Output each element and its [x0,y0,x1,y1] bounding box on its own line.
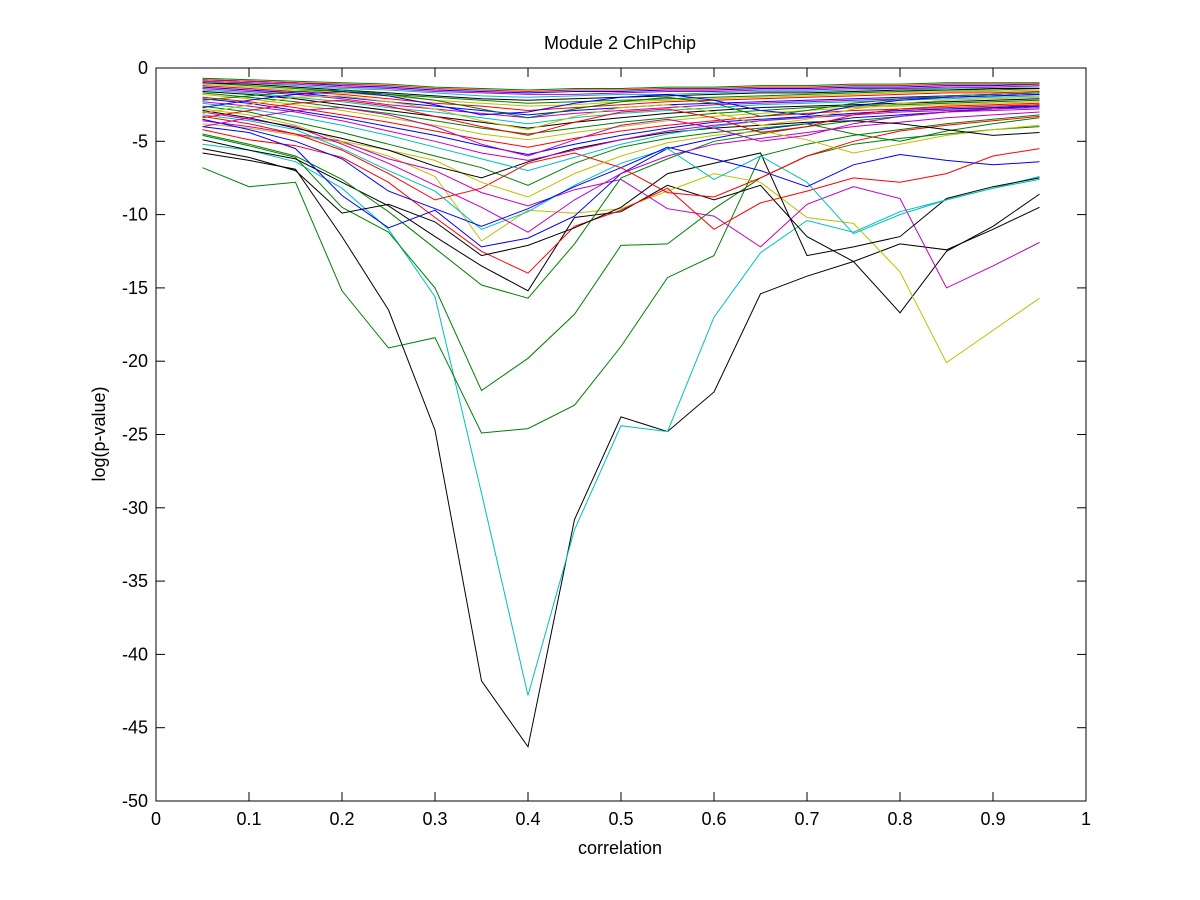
series-line-4 [202,126,1040,392]
series-line-20 [202,101,1040,161]
series-line-39 [202,90,1040,116]
x-tick-label: 0.2 [329,809,354,829]
series-line-1 [202,152,1040,749]
axis-ticks: 0 0.1 0.2 0.3 0.4 0.5 0.6 0.7 0.8 0.9 1 0 -5 -10 -15 -2… [122,58,1091,829]
series-line-21 [202,98,1040,156]
series-line-42 [202,107,1040,157]
series-line-40 [202,99,1040,136]
series-line-34 [202,80,1040,95]
series-line-2 [202,143,1040,696]
series-line-36 [202,79,1040,93]
x-tick-label: 0.6 [701,809,726,829]
series-line-29 [202,85,1040,112]
series-line-35 [202,79,1040,94]
x-axis-label: correlation [578,838,662,858]
series-line-6 [202,123,1040,364]
series-line-23 [202,93,1040,141]
series-line-17 [202,105,1040,186]
y-tick-label: -10 [122,205,148,225]
series-line-3 [202,114,1040,434]
series-line-16 [202,108,1040,198]
series-line-10 [202,148,1040,257]
x-tick-label: 0.3 [422,809,447,829]
y-tick-label: -25 [122,425,148,445]
x-tick-label: 0.4 [515,809,540,829]
y-tick-label: -15 [122,278,148,298]
x-tick-label: 0.5 [608,809,633,829]
x-tick-label: 0.8 [887,809,912,829]
y-tick-label: -35 [122,571,148,591]
series-line-5 [202,139,1040,314]
y-tick-label: -45 [122,718,148,738]
chart-title: Module 2 ChIPchip [544,33,696,53]
x-tick-label: 0 [151,809,161,829]
y-tick-label: 0 [138,58,148,78]
y-axis-label: log(p-value) [89,386,109,481]
series-line-15 [202,115,1040,201]
series-line-41 [202,89,1040,119]
series-line-8 [202,129,1040,274]
y-tick-label: -20 [122,351,148,371]
y-tick-label: -30 [122,498,148,518]
x-tick-label: 1 [1081,809,1091,829]
x-tick-label: 0.1 [236,809,261,829]
series-line-38 [202,95,1040,131]
y-tick-label: -5 [132,131,148,151]
series-layer [202,77,1040,749]
series-line-37 [202,77,1040,91]
series-line-13 [202,111,1040,233]
y-tick-label: -50 [122,791,148,811]
series-line-12 [202,114,1040,235]
x-tick-label: 0.9 [980,809,1005,829]
y-tick-label: -40 [122,644,148,664]
x-tick-label: 0.7 [794,809,819,829]
